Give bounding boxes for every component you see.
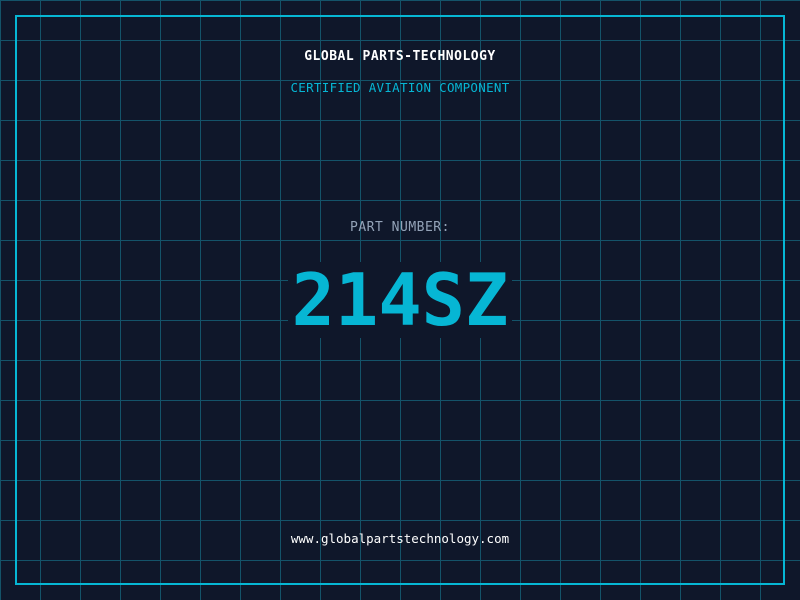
part-number-value: 214SZ	[287, 262, 513, 338]
certification-subtitle: CERTIFIED AVIATION COMPONENT	[290, 80, 510, 95]
part-number-label: PART NUMBER:	[350, 220, 450, 235]
border-frame	[15, 15, 785, 585]
company-name: GLOBAL PARTS-TECHNOLOGY	[304, 49, 496, 64]
website-link[interactable]: www.globalpartstechnology.com	[290, 531, 510, 546]
